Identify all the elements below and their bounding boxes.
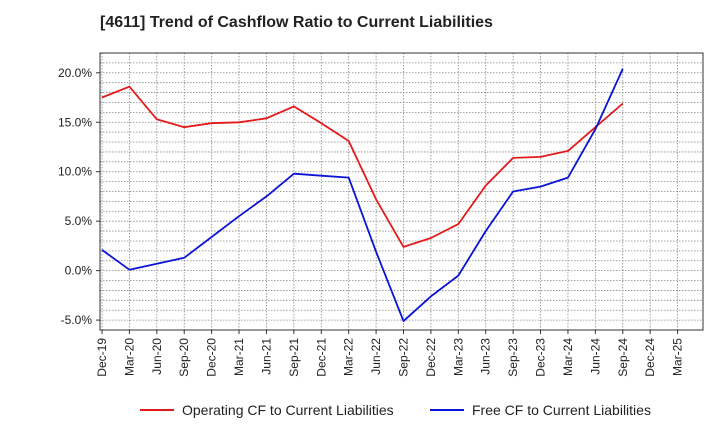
x-tick-label: Dec-20	[205, 338, 219, 377]
free-cf-line	[101, 68, 624, 323]
x-tick-label: Mar-21	[232, 338, 246, 376]
x-tick-label: Dec-21	[314, 338, 328, 377]
x-tick-label: Mar-23	[451, 338, 465, 376]
x-axis-ticks: Dec-19 Mar-20 Jun-20 Sep-20 Dec-20 Mar-21 Jun-…	[95, 330, 685, 377]
x-tick-label: Mar-22	[342, 338, 356, 376]
x-tick-label: Dec-24	[643, 338, 657, 377]
x-tick-label: Mar-24	[561, 338, 575, 376]
x-tick-label: Sep-22	[397, 338, 411, 377]
x-tick-label: Jun-22	[369, 338, 383, 375]
plot-frame	[99, 52, 704, 331]
x-tick-label: Sep-21	[287, 338, 301, 377]
x-tick-label: Sep-20	[177, 338, 191, 377]
x-tick-label: Dec-23	[534, 338, 548, 377]
x-tick-label: Mar-25	[671, 338, 685, 376]
x-tick-label: Sep-23	[506, 338, 520, 377]
x-tick-label: Jun-20	[150, 338, 164, 375]
x-tick-label: Jun-21	[259, 338, 273, 375]
legend-operating-cf-label: Operating CF to Current Liabilities	[182, 402, 394, 418]
y-tick-label: 0.0%	[65, 264, 93, 278]
x-tick-label: Jun-23	[479, 338, 493, 375]
x-tick-label: Mar-20	[122, 338, 136, 376]
legend-free-cf-label: Free CF to Current Liabilities	[472, 402, 651, 418]
chart-title: [4611] Trend of Cashflow Ratio to Curren…	[100, 14, 493, 31]
y-axis-ticks: -5.0% 0.0% 5.0% 10.0% 15.0% 20.0%	[58, 66, 100, 327]
legend: Operating CF to Current Liabilities Free …	[140, 402, 651, 418]
operating-cf-line	[101, 85, 624, 248]
y-tick-label: 20.0%	[58, 66, 92, 80]
x-tick-label: Dec-19	[95, 338, 109, 377]
x-tick-label: Dec-22	[424, 338, 438, 377]
y-tick-label: -5.0%	[61, 313, 93, 327]
series-lines	[101, 68, 624, 323]
y-tick-label: 5.0%	[65, 214, 93, 228]
grid-lines	[100, 52, 703, 331]
y-tick-label: 10.0%	[58, 165, 92, 179]
y-tick-label: 15.0%	[58, 115, 92, 129]
x-tick-label: Jun-24	[588, 338, 602, 375]
x-tick-label: Sep-24	[616, 338, 630, 377]
